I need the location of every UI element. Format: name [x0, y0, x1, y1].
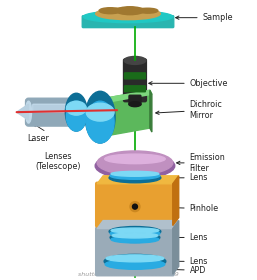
FancyBboxPatch shape	[124, 59, 146, 102]
Text: Sample: Sample	[176, 13, 233, 22]
Text: Emission
Filter: Emission Filter	[177, 153, 225, 172]
Ellipse shape	[66, 101, 86, 131]
Ellipse shape	[111, 171, 159, 176]
Ellipse shape	[124, 57, 146, 64]
Text: Lens: Lens	[170, 257, 208, 266]
Polygon shape	[17, 104, 29, 120]
Ellipse shape	[65, 93, 87, 131]
Ellipse shape	[95, 153, 175, 179]
Ellipse shape	[83, 11, 173, 23]
Ellipse shape	[99, 8, 121, 14]
FancyBboxPatch shape	[82, 16, 174, 28]
Text: Laser: Laser	[27, 134, 49, 143]
Polygon shape	[94, 90, 150, 138]
Polygon shape	[150, 90, 152, 132]
Ellipse shape	[112, 233, 158, 238]
FancyBboxPatch shape	[129, 95, 141, 105]
Ellipse shape	[106, 255, 164, 262]
Ellipse shape	[138, 8, 158, 13]
Ellipse shape	[76, 101, 84, 123]
Ellipse shape	[111, 236, 159, 243]
Ellipse shape	[116, 7, 144, 15]
Text: Lens: Lens	[164, 233, 208, 242]
FancyBboxPatch shape	[125, 73, 145, 79]
Ellipse shape	[110, 232, 160, 242]
Polygon shape	[173, 176, 179, 225]
Ellipse shape	[25, 101, 32, 123]
Ellipse shape	[104, 254, 166, 268]
Ellipse shape	[110, 172, 160, 179]
Polygon shape	[97, 176, 179, 184]
Ellipse shape	[129, 102, 141, 107]
Text: Lens: Lens	[165, 173, 208, 182]
Ellipse shape	[86, 103, 114, 121]
Circle shape	[132, 204, 137, 209]
FancyBboxPatch shape	[96, 182, 174, 227]
Text: APD: APD	[170, 266, 206, 275]
Polygon shape	[173, 221, 179, 274]
FancyBboxPatch shape	[96, 227, 174, 276]
Ellipse shape	[110, 230, 160, 237]
Ellipse shape	[111, 228, 159, 233]
Text: Lenses
(Telescope): Lenses (Telescope)	[36, 152, 81, 171]
Ellipse shape	[66, 101, 86, 115]
FancyBboxPatch shape	[33, 104, 72, 112]
Polygon shape	[97, 221, 179, 228]
Ellipse shape	[86, 101, 114, 143]
Circle shape	[130, 202, 140, 212]
Text: Objective: Objective	[149, 79, 228, 88]
Ellipse shape	[96, 8, 160, 20]
Ellipse shape	[109, 173, 161, 183]
Text: Dichroic
Mirror: Dichroic Mirror	[156, 101, 223, 120]
Text: Pinhole: Pinhole	[144, 204, 219, 213]
Text: shutterstock.com · 2491721669: shutterstock.com · 2491721669	[78, 272, 178, 277]
Ellipse shape	[85, 91, 115, 143]
Ellipse shape	[109, 227, 161, 237]
FancyBboxPatch shape	[25, 98, 83, 126]
Ellipse shape	[105, 154, 165, 164]
Ellipse shape	[97, 151, 173, 175]
Polygon shape	[94, 90, 152, 104]
FancyBboxPatch shape	[125, 86, 145, 92]
Ellipse shape	[105, 259, 165, 269]
